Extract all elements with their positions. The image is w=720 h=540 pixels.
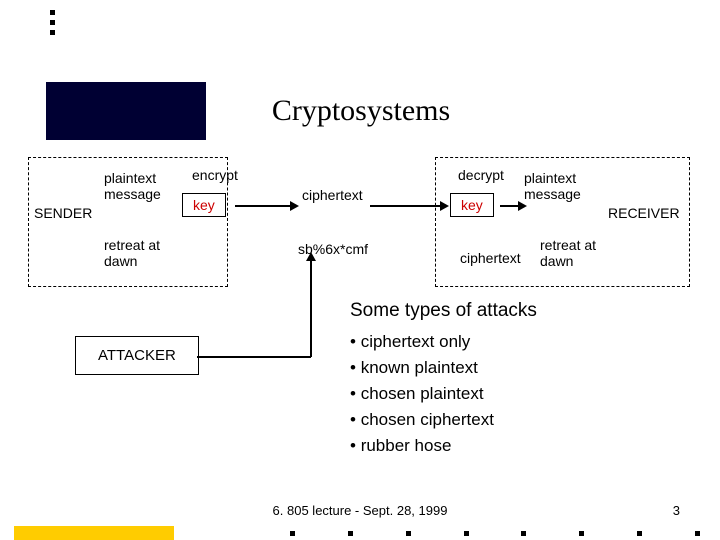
attacker-arrow-head — [306, 252, 316, 261]
plaintext-label-right: plaintext message — [524, 170, 581, 202]
page-title: Cryptosystems — [272, 94, 450, 128]
page-number: 3 — [673, 503, 680, 518]
retreat-left: retreat at dawn — [104, 237, 160, 269]
attack-item: • chosen plaintext — [350, 384, 700, 404]
attacker-box: ATTACKER — [75, 336, 199, 375]
attacks-list: Some types of attacks • ciphertext only … — [350, 300, 700, 462]
attacker-arrow-h — [197, 356, 311, 358]
plaintext-label-left: plaintext message — [104, 170, 161, 202]
encrypt-key-box: key — [182, 193, 226, 217]
crypto-diagram: SENDER plaintext message retreat at dawn… — [20, 155, 700, 290]
bottom-dots — [290, 531, 700, 536]
footer-text: 6. 805 lecture - Sept. 28, 1999 — [0, 503, 720, 518]
decrypt-key-box: key — [450, 193, 494, 217]
attack-item: • ciphertext only — [350, 332, 700, 352]
decrypt-label: decrypt — [458, 167, 504, 183]
attack-item: • rubber hose — [350, 436, 700, 456]
attack-item: • known plaintext — [350, 358, 700, 378]
attack-item: • chosen ciphertext — [350, 410, 700, 430]
retreat-right: retreat at dawn — [540, 237, 596, 269]
sender-label: SENDER — [34, 205, 92, 221]
attacker-arrow-v — [310, 260, 312, 357]
encrypt-label: encrypt — [192, 167, 238, 183]
accent-bar — [14, 526, 174, 540]
ciphertext-label: ciphertext — [302, 187, 363, 203]
receiver-label: RECEIVER — [608, 205, 680, 221]
title-bar: Cryptosystems — [46, 82, 676, 140]
attacks-heading: Some types of attacks — [350, 300, 700, 322]
ciphertext-right: ciphertext — [460, 250, 521, 266]
top-bullets — [50, 5, 55, 40]
